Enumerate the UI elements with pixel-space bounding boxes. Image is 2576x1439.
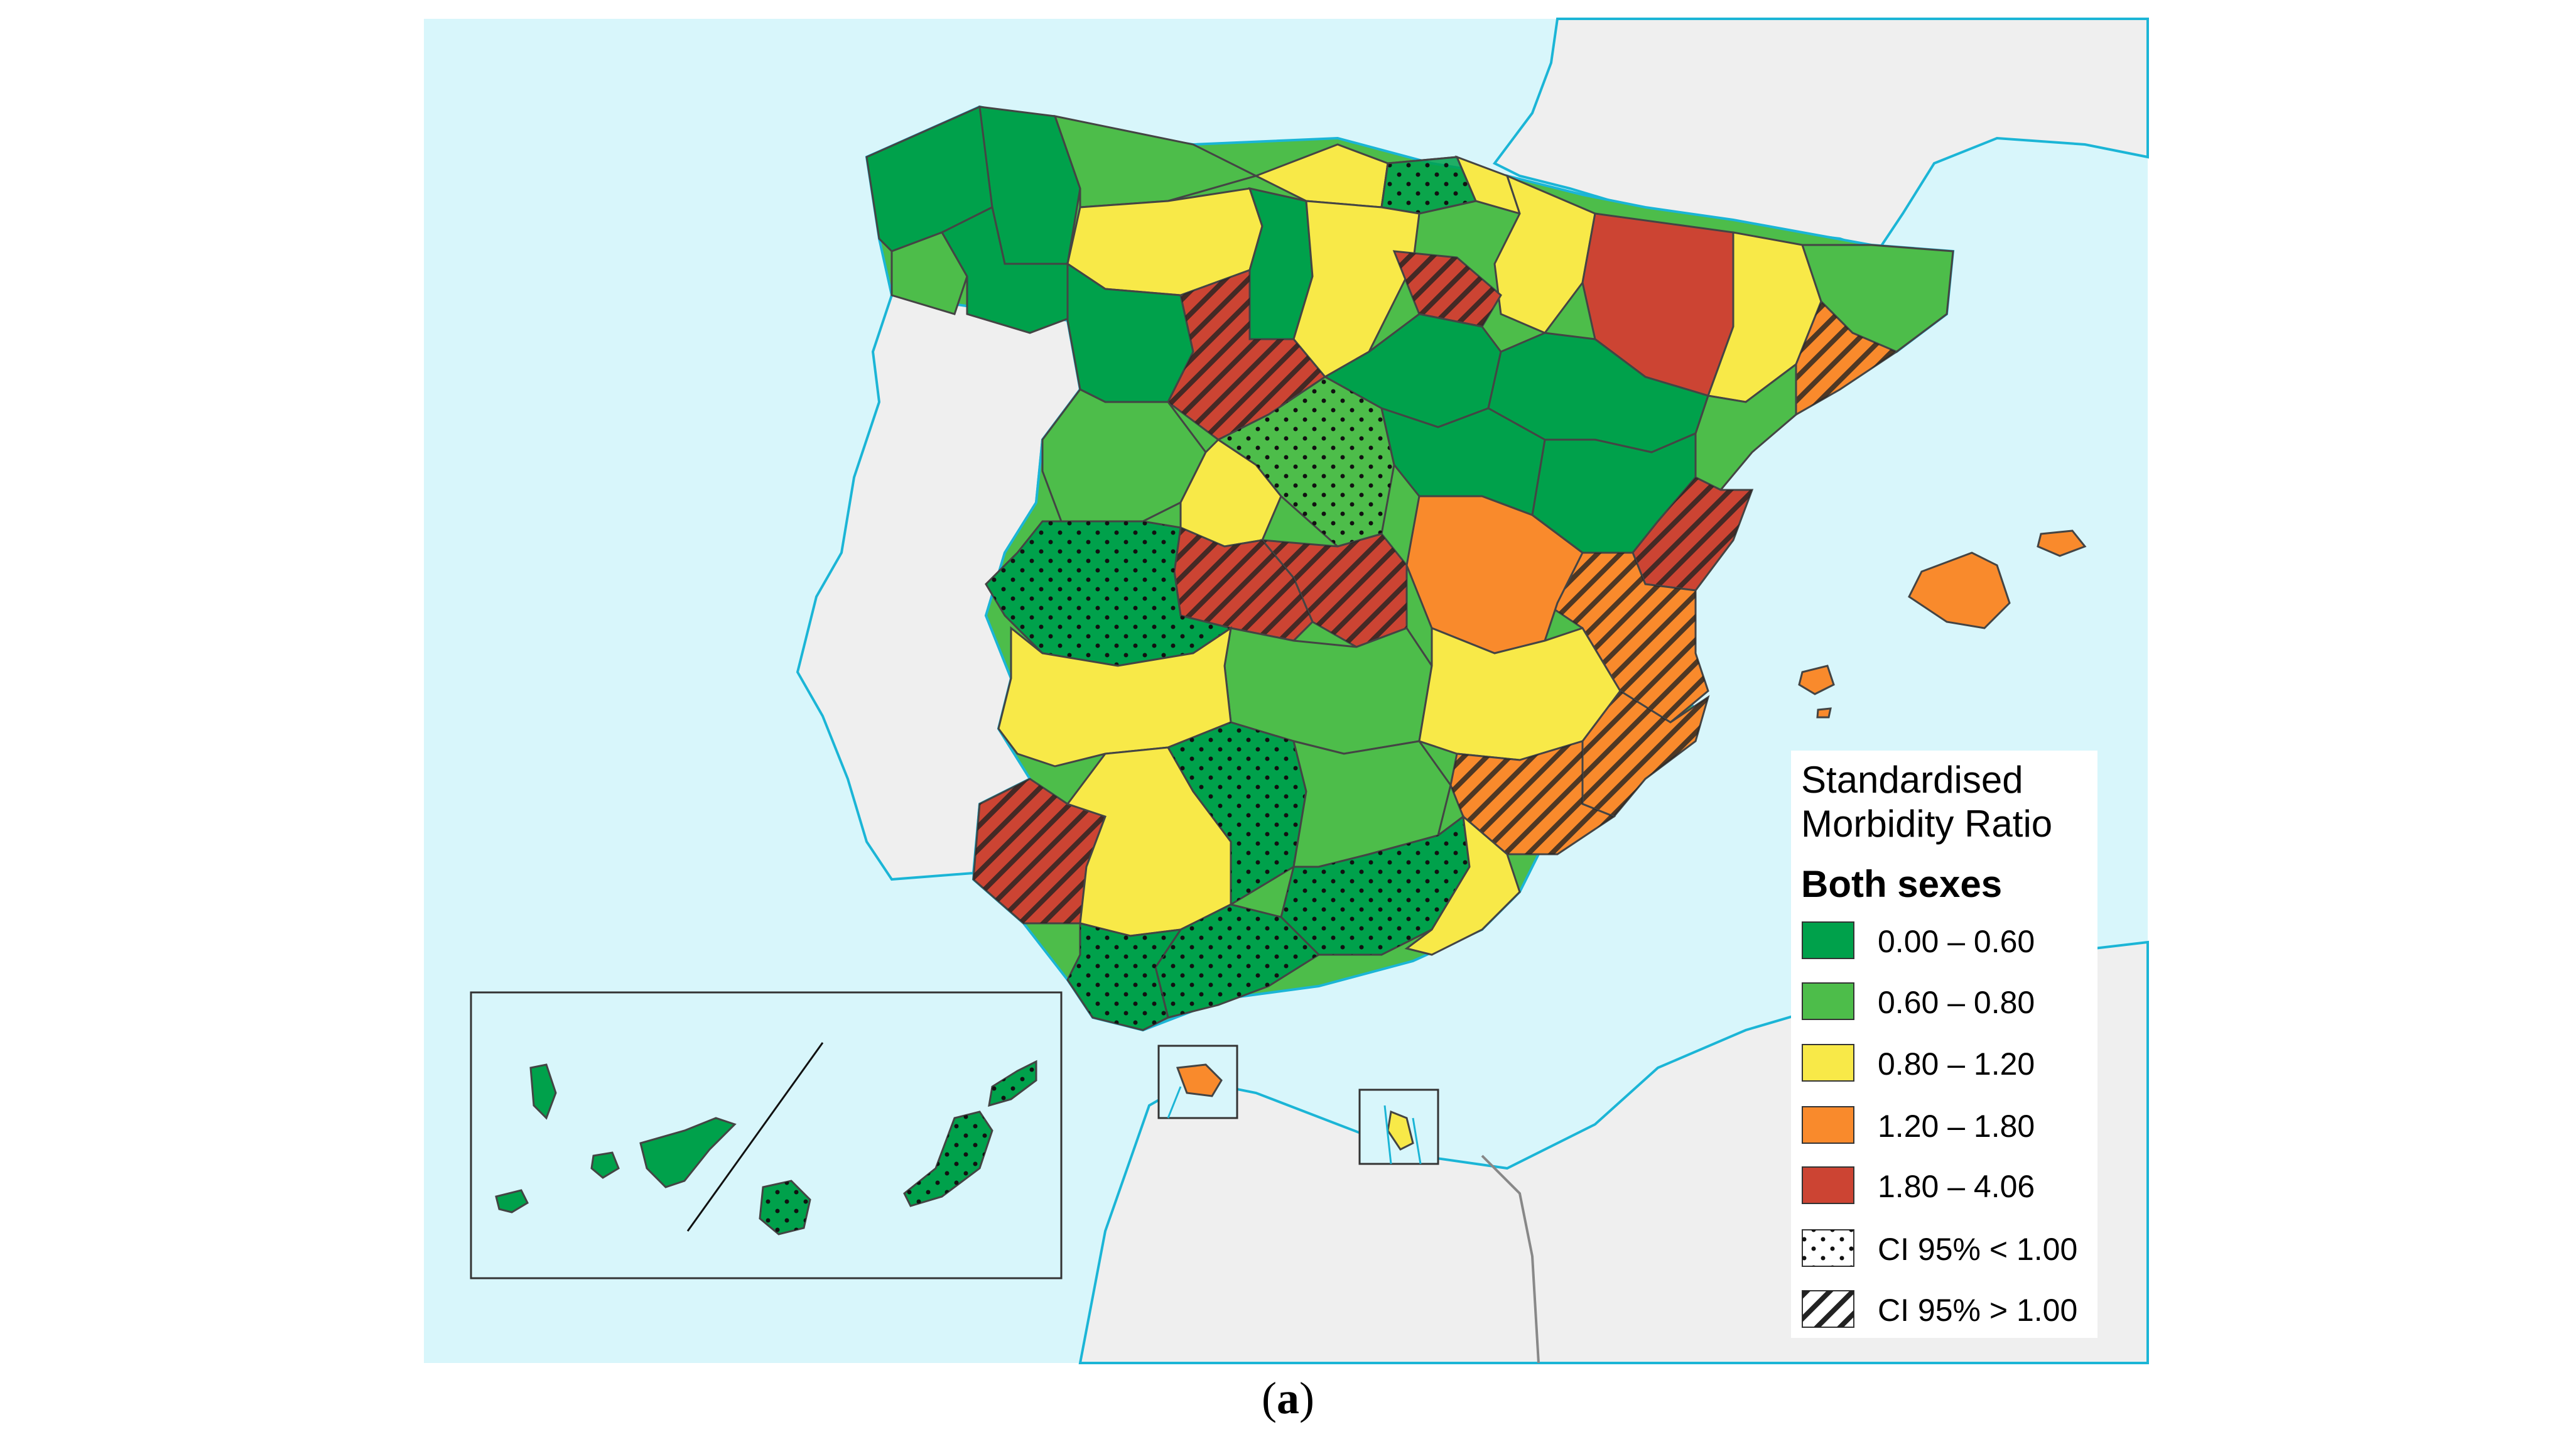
legend-label-5: 1.80 – 4.06 — [1878, 1169, 2035, 1204]
melilla-coast — [1383, 1105, 1422, 1165]
province-cuenca — [1405, 495, 1584, 654]
province-madrid-hatch — [1262, 534, 1407, 647]
island-ibiza — [1798, 665, 1835, 695]
legend-swatch-3 — [1802, 1044, 1854, 1082]
island-gran-canaria-dots — [760, 1181, 810, 1234]
province-bizkaia-dots — [1380, 156, 1478, 215]
province-alicante-hatch — [1583, 691, 1708, 817]
city-ceuta — [1176, 1063, 1223, 1097]
province-pontevedra — [890, 231, 968, 315]
province-valencia-hatch — [1545, 553, 1708, 722]
province-barcelona-hatch — [1796, 301, 1897, 415]
legend-title-line2: Morbidity Ratio — [1801, 803, 2052, 845]
legend-label-1: 0.00 – 0.60 — [1878, 924, 2035, 959]
province-malaga-dots — [1155, 904, 1319, 1018]
province-huelva-hatch — [973, 779, 1105, 923]
province-almeria — [1404, 814, 1521, 956]
legend-swatch-4 — [1802, 1106, 1854, 1144]
island-la-gomera — [590, 1151, 620, 1179]
legend-label-3: 0.80 – 1.20 — [1878, 1046, 2035, 1082]
caption-open-paren: ( — [1262, 1373, 1277, 1423]
province-segovia-dots — [1218, 377, 1394, 546]
legend-label-2: 0.60 – 0.80 — [1878, 985, 2035, 1020]
province-cordoba-dots — [1168, 722, 1306, 904]
province-toledo-hatch — [1174, 528, 1312, 641]
canary-divider-line — [686, 1042, 824, 1232]
province-caceres-dots — [986, 521, 1231, 666]
island-tenerife — [639, 1117, 737, 1188]
city-melilla — [1387, 1110, 1414, 1151]
island-lanzarote-dots — [989, 1062, 1036, 1105]
legend-swatch-2 — [1802, 982, 1854, 1020]
island-menorca — [2037, 529, 2087, 557]
island-el-hierro — [495, 1189, 529, 1214]
legend-swatch-7-hatch — [1802, 1291, 1854, 1327]
legend-swatch-1 — [1802, 921, 1854, 959]
province-burgos — [1292, 200, 1421, 378]
legend-label-4: 1.20 – 1.80 — [1878, 1109, 2035, 1144]
legend-label-6: CI 95% < 1.00 — [1878, 1232, 2077, 1267]
province-murcia-hatch — [1451, 741, 1614, 854]
island-mallorca — [1908, 551, 2011, 629]
province-salamanca — [1041, 388, 1207, 523]
province-castellon-hatch — [1633, 477, 1752, 590]
caption-letter: a — [1277, 1373, 1299, 1423]
island-fuerteventura-dots — [904, 1112, 992, 1206]
legend-title-line1: Standardised — [1801, 759, 2023, 801]
legend-swatch-5 — [1802, 1166, 1854, 1204]
province-cadiz-dots — [1068, 923, 1181, 1030]
legend-subtitle: Both sexes — [1801, 863, 2002, 905]
province-granada-dots — [1281, 817, 1469, 955]
ceuta-coast — [1167, 1086, 1182, 1119]
caption-close-paren: ) — [1299, 1373, 1314, 1423]
legend: Standardised Morbidity Ratio Both sexes … — [1791, 751, 2097, 1338]
border-africa — [1481, 1154, 1540, 1364]
figure-caption: (a) — [0, 1372, 2576, 1425]
province-alava-hatch — [1394, 251, 1501, 327]
province-valladolid-hatch — [1168, 270, 1325, 440]
legend-swatch-6-dots — [1802, 1230, 1854, 1266]
island-formentera — [1816, 707, 1832, 719]
island-la-palma — [529, 1063, 557, 1120]
legend-label-7: CI 95% > 1.00 — [1878, 1293, 2077, 1328]
